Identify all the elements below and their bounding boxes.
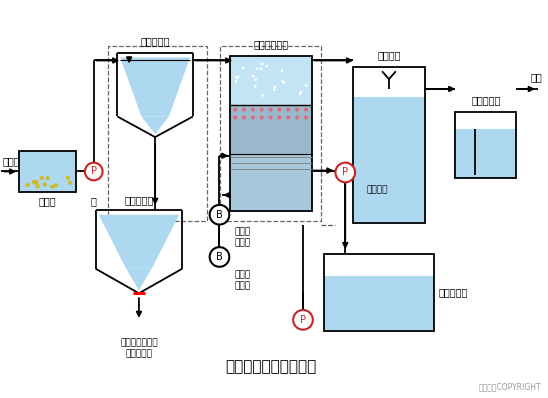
Circle shape (36, 184, 40, 189)
Circle shape (40, 176, 44, 180)
Circle shape (295, 107, 299, 111)
Circle shape (286, 115, 290, 119)
Circle shape (299, 91, 302, 94)
Circle shape (68, 181, 72, 185)
Text: B: B (216, 252, 223, 262)
Text: P: P (91, 166, 97, 176)
Circle shape (269, 107, 272, 111)
Text: 泵: 泵 (91, 196, 96, 206)
Text: 反冲洗水: 反冲洗水 (367, 185, 389, 195)
Text: 原污水: 原污水 (2, 157, 20, 167)
Circle shape (277, 107, 281, 111)
Circle shape (242, 67, 245, 70)
Bar (455, 129, 516, 178)
Circle shape (233, 107, 237, 111)
Bar (353, 97, 425, 222)
Bar (455, 111, 516, 178)
Circle shape (260, 115, 264, 119)
Circle shape (273, 88, 276, 91)
Bar (230, 56, 312, 211)
Circle shape (251, 107, 255, 111)
Circle shape (261, 62, 264, 65)
Circle shape (233, 115, 237, 119)
Circle shape (33, 181, 37, 185)
Text: 曝气生物滤池: 曝气生物滤池 (253, 39, 289, 49)
Circle shape (281, 70, 283, 72)
Text: 生物滤池污水处理系统: 生物滤池污水处理系统 (225, 359, 316, 375)
Circle shape (210, 247, 229, 267)
Bar (324, 276, 433, 331)
Circle shape (85, 163, 102, 180)
Circle shape (286, 107, 290, 111)
Circle shape (269, 115, 272, 119)
Circle shape (304, 107, 308, 111)
Circle shape (254, 78, 257, 81)
Circle shape (293, 310, 313, 330)
Text: 曝气用
空压机: 曝气用 空压机 (234, 271, 250, 290)
Circle shape (45, 176, 50, 180)
Circle shape (295, 115, 299, 119)
Circle shape (35, 180, 39, 184)
Text: 东方仿真COPYRIGHT: 东方仿真COPYRIGHT (479, 382, 541, 391)
Circle shape (242, 107, 246, 111)
Circle shape (260, 68, 262, 70)
Text: 污泥浓缩池: 污泥浓缩池 (124, 195, 153, 205)
Circle shape (299, 93, 301, 95)
Bar (230, 105, 312, 154)
Circle shape (235, 76, 238, 79)
Text: 反冲洗水池: 反冲洗水池 (438, 287, 468, 297)
Polygon shape (99, 215, 179, 269)
Circle shape (281, 80, 284, 83)
Circle shape (237, 76, 239, 78)
Circle shape (66, 176, 70, 180)
Circle shape (242, 115, 246, 119)
Bar (109, 46, 207, 220)
Text: B: B (216, 210, 223, 220)
Text: 反冲用
空压机: 反冲用 空压机 (234, 228, 250, 247)
Circle shape (255, 67, 258, 70)
Circle shape (32, 179, 36, 184)
Bar (19, 151, 76, 192)
Bar (230, 56, 312, 105)
Text: P: P (342, 168, 348, 178)
Text: P: P (300, 315, 306, 325)
Circle shape (252, 74, 255, 77)
Circle shape (335, 163, 355, 182)
Polygon shape (126, 269, 152, 291)
Bar (230, 154, 312, 211)
Circle shape (277, 115, 281, 119)
Bar (353, 67, 425, 222)
Circle shape (273, 86, 276, 88)
Circle shape (251, 115, 255, 119)
Circle shape (265, 65, 268, 68)
Circle shape (254, 85, 256, 88)
Circle shape (210, 205, 229, 224)
Circle shape (305, 84, 307, 87)
Circle shape (54, 183, 58, 187)
Text: 放流: 放流 (531, 72, 543, 82)
Text: 处理水池: 处理水池 (377, 51, 401, 60)
Circle shape (50, 185, 54, 189)
Polygon shape (141, 117, 169, 134)
Polygon shape (120, 58, 190, 117)
Circle shape (261, 94, 264, 97)
Circle shape (304, 115, 308, 119)
Circle shape (260, 107, 264, 111)
Circle shape (43, 182, 47, 187)
Circle shape (235, 80, 237, 83)
Bar (19, 151, 76, 192)
Circle shape (25, 183, 30, 187)
Bar (324, 254, 433, 331)
Bar (220, 46, 321, 220)
Text: 投氧混合池: 投氧混合池 (471, 95, 500, 105)
Circle shape (283, 81, 286, 84)
Text: 初次沉淀池: 初次沉淀池 (140, 36, 170, 46)
Text: 污泥处理设备或
系统外排放: 污泥处理设备或 系统外排放 (120, 339, 158, 358)
Text: 沉砂池: 沉砂池 (39, 196, 56, 206)
